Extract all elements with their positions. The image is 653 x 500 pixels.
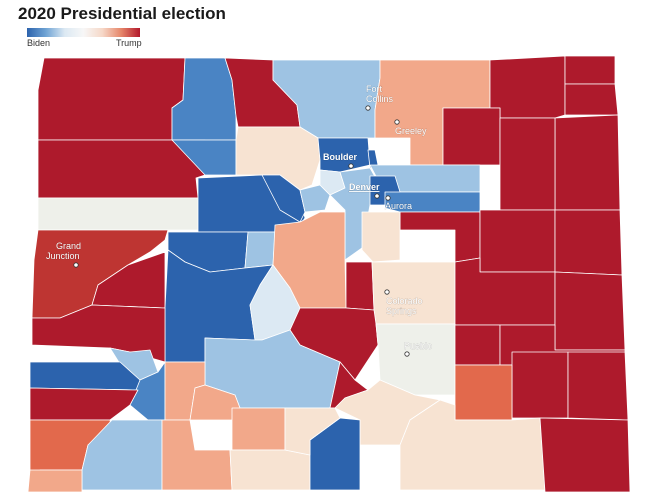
city-label-grand-junction-2: Junction (46, 251, 80, 261)
county-sedgwick[interactable] (565, 56, 615, 84)
city-label-colorado-springs: Colorado (386, 296, 423, 306)
county-conejos[interactable] (230, 450, 310, 490)
county-moffat[interactable] (38, 58, 185, 140)
county-lake[interactable] (245, 232, 275, 268)
county-teller[interactable] (346, 262, 374, 310)
county-dolores[interactable] (30, 388, 138, 420)
city-dot-grand-junction (74, 263, 78, 267)
county-crowley[interactable] (455, 325, 500, 365)
county-morgan[interactable] (443, 108, 500, 165)
county-otero[interactable] (455, 365, 512, 420)
city-label-denver: Denver (349, 182, 380, 192)
city-label-greeley: Greeley (395, 126, 427, 136)
county-douglas[interactable] (362, 212, 400, 262)
county-washington[interactable] (500, 118, 555, 210)
city-label-grand-junction: Grand (56, 241, 81, 251)
county-montezuma-corner[interactable] (28, 470, 82, 492)
city-label-pueblo: Pueblo (404, 341, 432, 351)
county-baca[interactable] (540, 418, 630, 492)
county-logan[interactable] (490, 56, 565, 118)
city-dot-denver (375, 194, 379, 198)
city-label-boulder: Boulder (323, 152, 357, 162)
county-kiowa-east[interactable] (512, 352, 568, 418)
county-prowers[interactable] (568, 352, 628, 420)
city-dot-boulder (349, 164, 353, 168)
city-dot-aurora (386, 196, 390, 200)
city-label-aurora: Aurora (385, 201, 412, 211)
county-phillips[interactable] (565, 84, 618, 115)
county-elbert[interactable] (400, 212, 480, 262)
city-dot-colorado-springs (385, 290, 389, 294)
county-alamosa[interactable] (232, 408, 285, 450)
county-cheyenne-east[interactable] (555, 210, 622, 275)
city-label-fort-collins-2: Collins (366, 94, 394, 104)
county-garfield-strip[interactable] (38, 198, 198, 230)
county-archuleta[interactable] (162, 420, 232, 490)
city-dot-greeley (395, 120, 399, 124)
city-dot-fort-collins (366, 106, 370, 110)
colorado-county-map: Fort Collins Greeley Boulder Denver Auro… (0, 0, 653, 500)
city-label-fort-collins: Fort (366, 84, 383, 94)
counties (28, 56, 630, 492)
county-kit-carson[interactable] (480, 210, 555, 272)
city-label-colorado-springs-2: Springs (386, 306, 417, 316)
city-dot-pueblo (405, 352, 409, 356)
county-yuma[interactable] (555, 115, 620, 210)
county-cheyenne[interactable] (555, 272, 625, 350)
county-san-miguel[interactable] (30, 362, 140, 390)
